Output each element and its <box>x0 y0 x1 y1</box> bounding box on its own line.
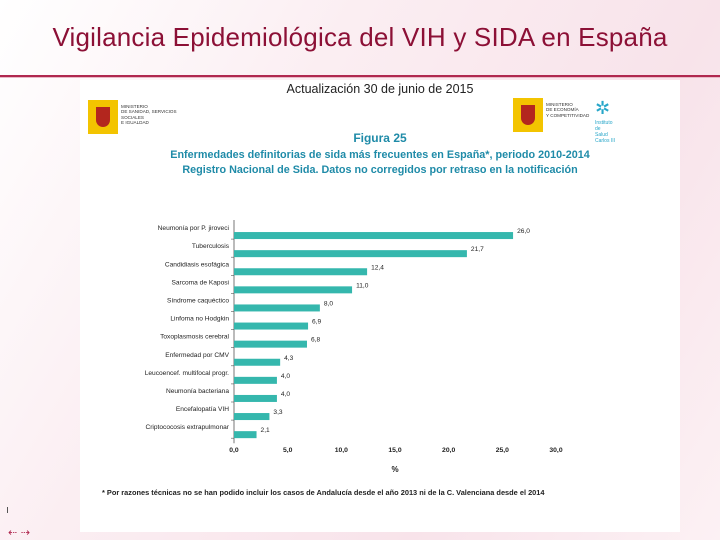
title-divider-shadow <box>0 77 720 78</box>
category-label: Criptococosis extrapulmonar <box>145 424 229 431</box>
category-label: Tuberculosis <box>192 243 230 250</box>
bar <box>234 286 353 294</box>
x-tick-label: 15,0 <box>388 447 401 454</box>
slide-title: Vigilancia Epidemiológica del VIH y SIDA… <box>52 22 668 52</box>
data-label: 4,3 <box>284 355 293 362</box>
figure-title-line1: Enfermedades definitorias de sida más fr… <box>170 149 590 161</box>
figure-label: Figura 25 <box>353 131 407 145</box>
data-label: 6,9 <box>312 319 321 326</box>
x-tick-label: 20,0 <box>442 447 455 454</box>
figure-title-line2: Registro Nacional de Sida. Datos no corr… <box>182 164 578 176</box>
ministry-health-text: MINISTERIO DE SANIDAD, SERVICIOS SOCIALE… <box>121 104 177 126</box>
isciii-logo-icon: ✲ <box>595 98 611 119</box>
bar <box>234 232 514 240</box>
data-label: 8,0 <box>324 300 333 307</box>
page-marker <box>7 507 8 513</box>
category-label: Enfermedad por CMV <box>165 352 229 359</box>
x-tick-label: 5,0 <box>283 447 293 454</box>
update-date: Actualización 30 de junio de 2015 <box>286 82 474 96</box>
category-label: Neumonía bacteriana <box>166 388 229 395</box>
coat-of-arms-icon <box>88 100 118 134</box>
data-label: 11,0 <box>356 282 369 289</box>
category-label: Leucoencef. multifocal progr. <box>145 370 229 377</box>
category-label: Toxoplasmosis cerebral <box>160 334 229 341</box>
bar-chart: Neumonía por P. jiroveci 26,0 Tuberculosis… <box>145 220 563 474</box>
category-label: Candidiasis esofágica <box>165 261 229 268</box>
category-label: Neumonía por P. jiroveci <box>158 225 230 232</box>
bar <box>234 358 281 366</box>
bar <box>234 322 309 330</box>
data-label: 6,8 <box>311 337 320 344</box>
coat-of-arms-icon <box>513 98 543 132</box>
bar <box>234 394 277 402</box>
category-label: Sarcoma de Kaposi <box>171 279 229 286</box>
bar <box>234 431 257 439</box>
prev-slide-icon[interactable]: ⇠ <box>8 526 18 539</box>
x-tick-label: 10,0 <box>335 447 348 454</box>
category-label: Linfoma no Hodgkin <box>170 316 229 323</box>
bar <box>234 304 320 312</box>
category-label: Encefalopatía VIH <box>176 406 229 413</box>
data-label: 4,0 <box>281 373 290 380</box>
figure-title: Enfermedades definitorias de sida más fr… <box>80 148 680 178</box>
slide-navigation[interactable]: ⇠ ⇢ <box>8 526 30 539</box>
ministry-health-logo: MINISTERIO DE SANIDAD, SERVICIOS SOCIALE… <box>88 100 188 134</box>
x-axis-label: % <box>391 465 398 474</box>
data-label: 2,1 <box>261 427 270 434</box>
x-tick-label: 0,0 <box>229 447 239 454</box>
next-slide-icon[interactable]: ⇢ <box>20 526 30 539</box>
data-label: 12,4 <box>371 264 384 271</box>
data-label: 21,7 <box>471 246 484 253</box>
x-tick-label: 25,0 <box>496 447 509 454</box>
category-label: Síndrome caquéctico <box>167 297 229 304</box>
footnote: * Por razones técnicas no se han podido … <box>102 488 545 497</box>
data-label: 3,3 <box>273 409 282 416</box>
ministry-economy-logo: MINISTERIO DE ECONOMÍA Y COMPETITIVIDAD … <box>513 98 653 144</box>
bar <box>234 268 368 276</box>
ministry-economy-text: MINISTERIO DE ECONOMÍA Y COMPETITIVIDAD <box>546 102 590 118</box>
data-label: 4,0 <box>281 391 290 398</box>
bar <box>234 376 277 384</box>
isciii-text: Instituto de Salud Carlos III <box>595 120 616 144</box>
data-label: 26,0 <box>517 228 530 235</box>
bar <box>234 340 307 348</box>
x-tick-label: 30,0 <box>549 447 562 454</box>
figure-panel: Actualización 30 de junio de 2015 MINIST… <box>80 80 680 532</box>
title-divider <box>0 75 720 77</box>
bar <box>234 250 467 258</box>
bar <box>234 413 270 421</box>
